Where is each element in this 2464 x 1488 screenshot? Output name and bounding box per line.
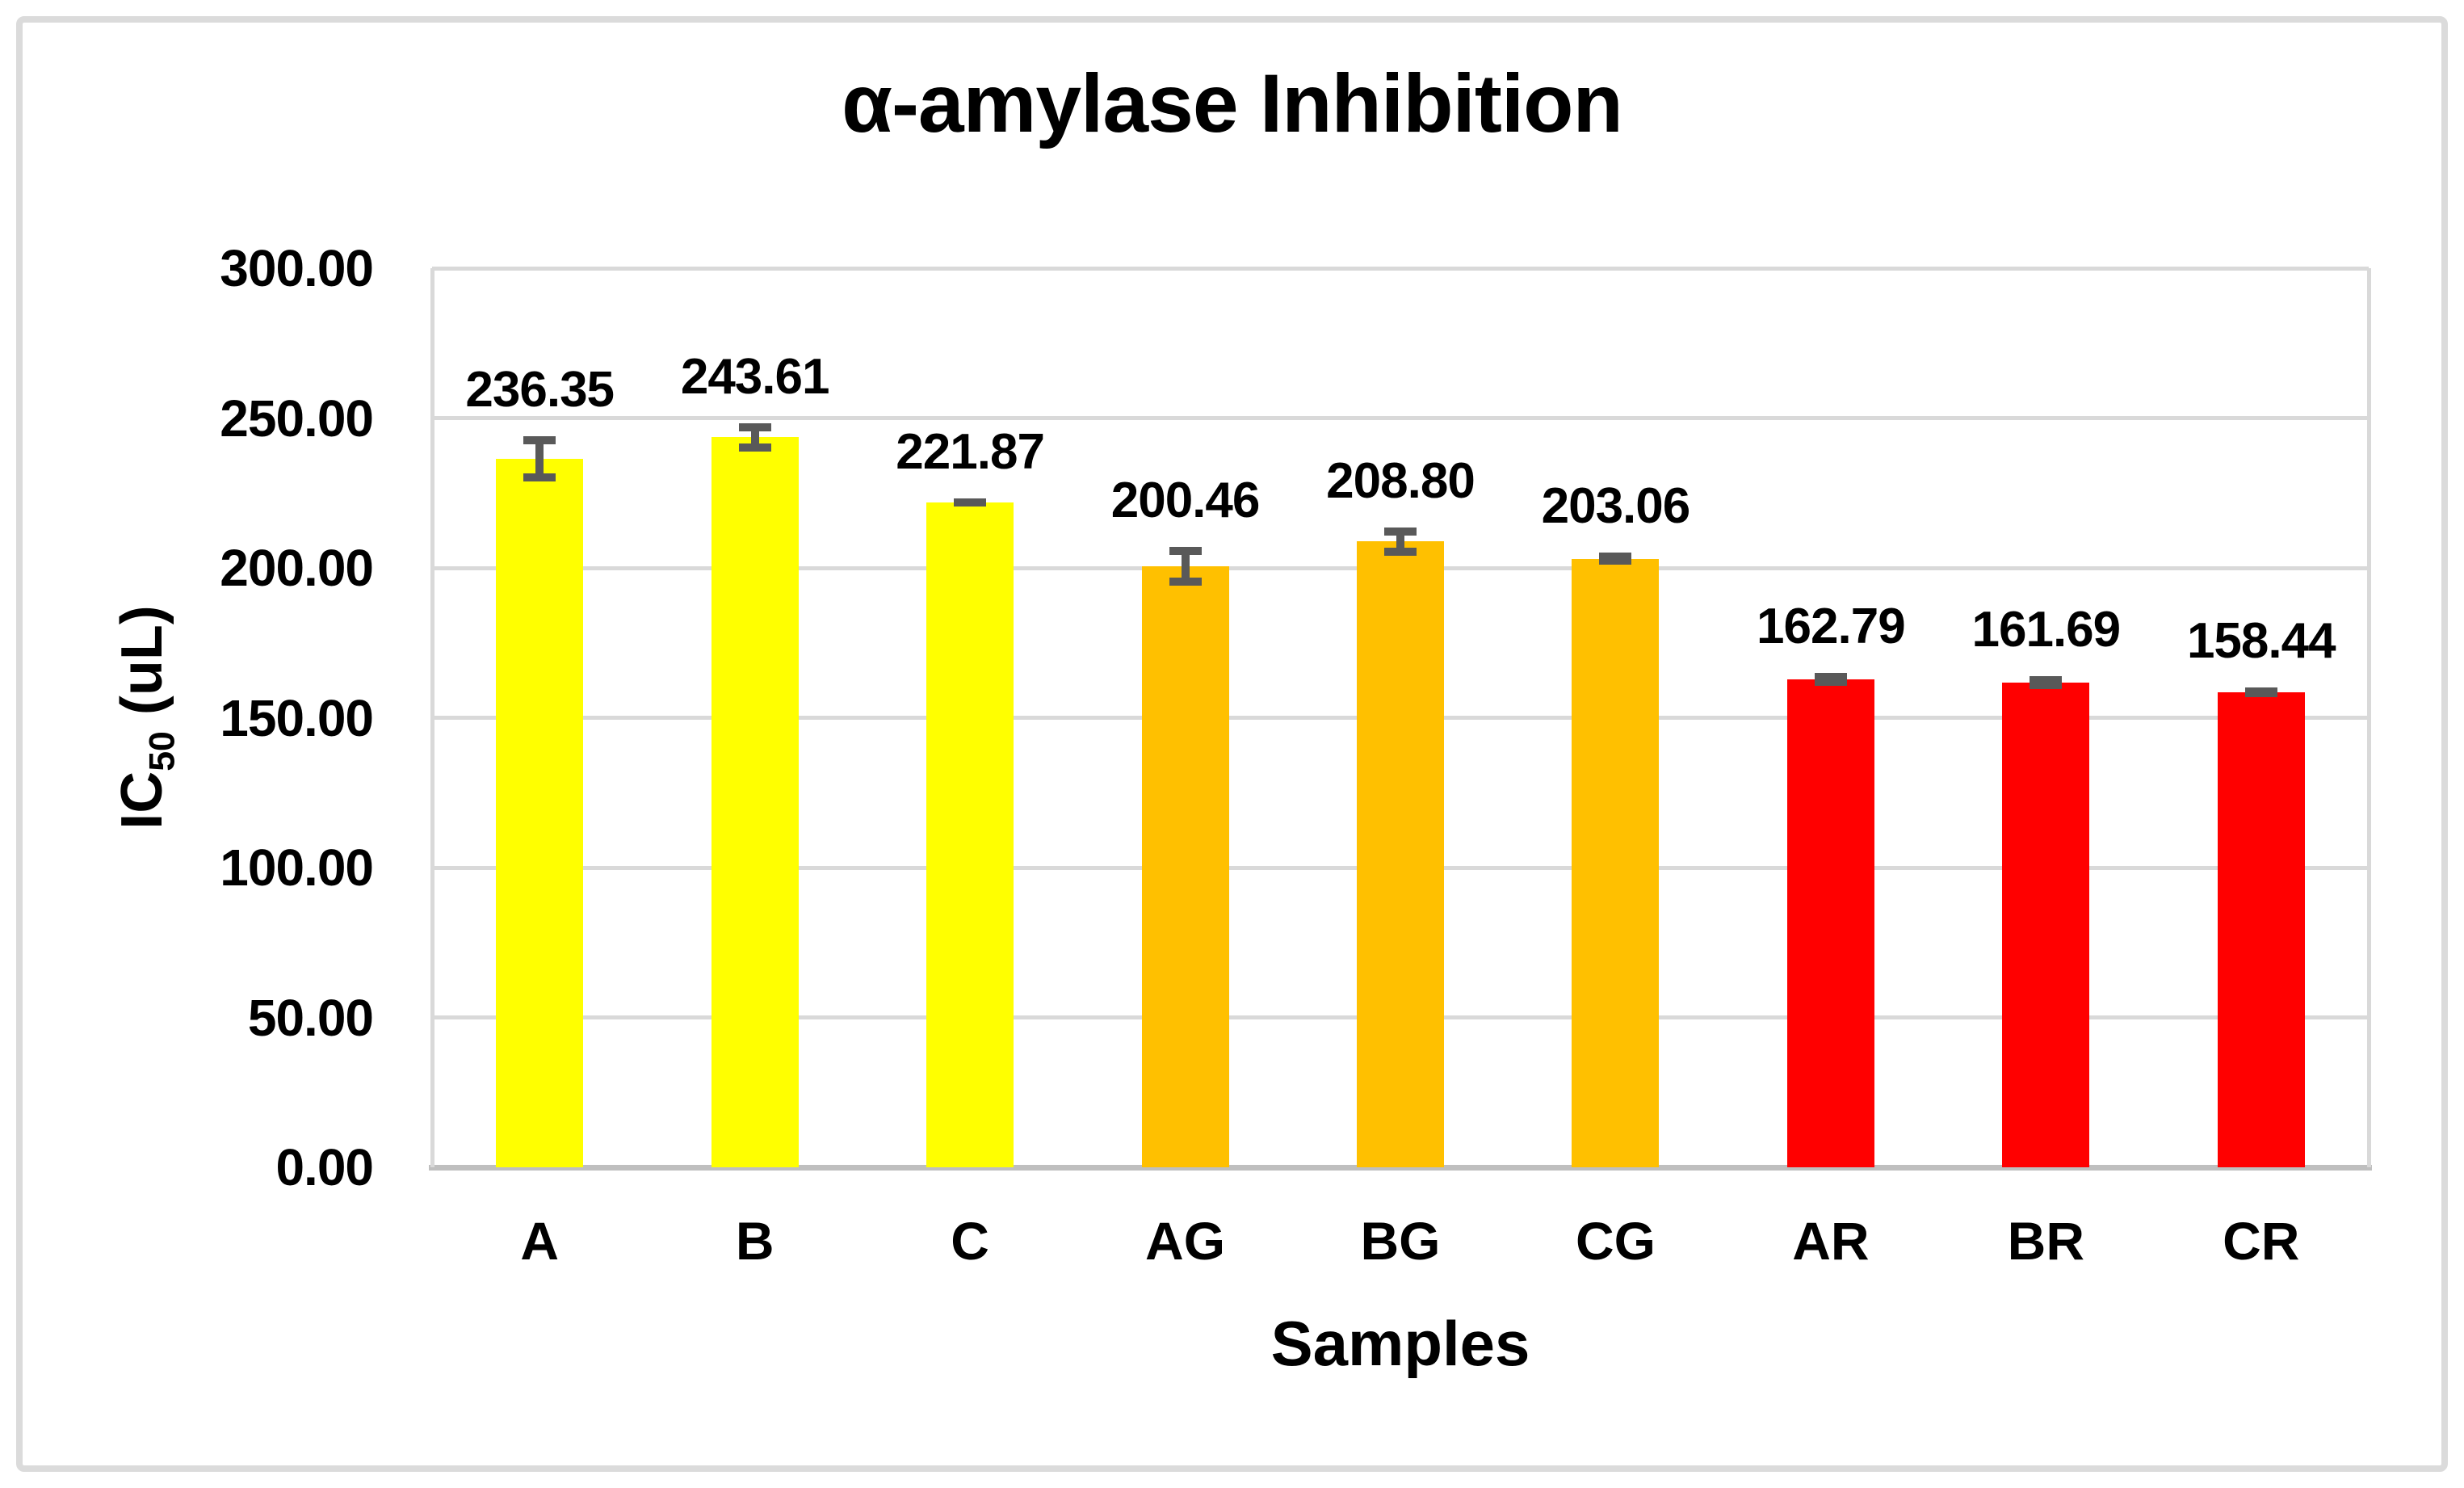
data-label: 203.06 [1541, 478, 1691, 535]
error-bar-top-cap [738, 422, 771, 431]
bar [711, 437, 799, 1167]
x-tick-label: A [520, 1211, 560, 1271]
plot-border-left [430, 268, 434, 1167]
bar [1357, 541, 1444, 1167]
chart-title: α-amylase Inhibition [842, 57, 1623, 149]
error-bar-top-cap [523, 435, 556, 444]
bar [1141, 566, 1229, 1167]
bar [1786, 679, 1874, 1167]
bar [926, 502, 1014, 1167]
bar [2002, 683, 2090, 1167]
error-bar-bottom-cap [954, 498, 987, 507]
gridline [432, 266, 2369, 271]
x-tick-label: B [735, 1211, 774, 1271]
error-bar-top-cap [1169, 547, 1202, 556]
data-label: 158.44 [2186, 613, 2336, 670]
x-tick-label: AR [1792, 1211, 1870, 1271]
bar [2217, 692, 2305, 1167]
y-tick-label: 300.00 [220, 239, 374, 297]
x-tick-label: AG [1145, 1211, 1226, 1271]
data-label: 243.61 [680, 348, 830, 405]
gridline [432, 416, 2369, 420]
error-bar [750, 422, 759, 452]
error-bar [1181, 547, 1190, 586]
data-label: 208.80 [1326, 452, 1475, 509]
error-bar-bottom-cap [1169, 578, 1202, 586]
error-bar-bottom-cap [2030, 681, 2063, 690]
error-bar-top-cap [1384, 527, 1417, 536]
chart-frame-border [16, 16, 2448, 1472]
y-tick-label: 0.00 [275, 1138, 374, 1196]
error-bar-bottom-cap [2244, 689, 2277, 698]
plot-border-right [2366, 268, 2371, 1167]
y-tick-label: 250.00 [220, 389, 374, 448]
y-axis-title: IC50 (uL) [109, 605, 182, 830]
y-axis-title-prefix: IC [110, 771, 174, 830]
data-label: 236.35 [465, 361, 615, 418]
error-bar-bottom-cap [1384, 548, 1417, 557]
data-label: 161.69 [1971, 601, 2122, 658]
error-bar [1396, 527, 1404, 557]
error-bar-bottom-cap [523, 473, 556, 482]
y-tick-label: 50.00 [247, 988, 374, 1047]
x-tick-label: BG [1360, 1211, 1441, 1271]
x-tick-label: CG [1575, 1211, 1656, 1271]
bar [1572, 558, 1660, 1167]
bar [496, 459, 584, 1167]
y-tick-label: 150.00 [220, 688, 374, 747]
error-bar-top-cap [1814, 672, 1847, 681]
error-bar-top-cap [2030, 675, 2063, 684]
data-label: 200.46 [1110, 473, 1261, 529]
data-label: 221.87 [896, 423, 1045, 480]
error-bar-bottom-cap [738, 443, 771, 452]
y-axis-title-subscript: 50 [142, 731, 183, 771]
data-label: 162.79 [1757, 598, 1906, 654]
y-axis-title-suffix: (uL) [110, 605, 174, 732]
y-tick-label: 200.00 [220, 539, 374, 597]
y-tick-label: 100.00 [220, 839, 374, 897]
x-tick-label: C [951, 1211, 989, 1271]
x-tick-label: CR [2223, 1211, 2300, 1271]
x-axis-line [429, 1165, 2372, 1171]
error-bar-bottom-cap [1599, 557, 1632, 565]
error-bar [535, 435, 544, 482]
x-tick-label: BR [2007, 1211, 2084, 1271]
x-axis-title: Samples [1270, 1308, 1530, 1379]
error-bar-bottom-cap [1814, 678, 1847, 687]
